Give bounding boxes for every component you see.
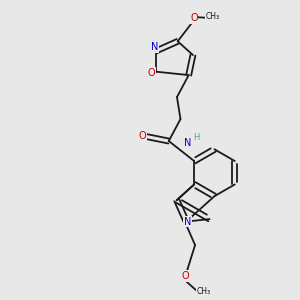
Text: O: O	[148, 68, 155, 78]
Text: CH₃: CH₃	[197, 287, 211, 296]
Text: O: O	[190, 13, 198, 23]
Text: N: N	[184, 217, 191, 226]
Text: H: H	[193, 133, 199, 142]
Text: CH₃: CH₃	[206, 12, 220, 21]
Text: O: O	[139, 131, 146, 141]
Text: O: O	[181, 271, 189, 281]
Text: N: N	[151, 42, 158, 52]
Text: N: N	[184, 138, 191, 148]
